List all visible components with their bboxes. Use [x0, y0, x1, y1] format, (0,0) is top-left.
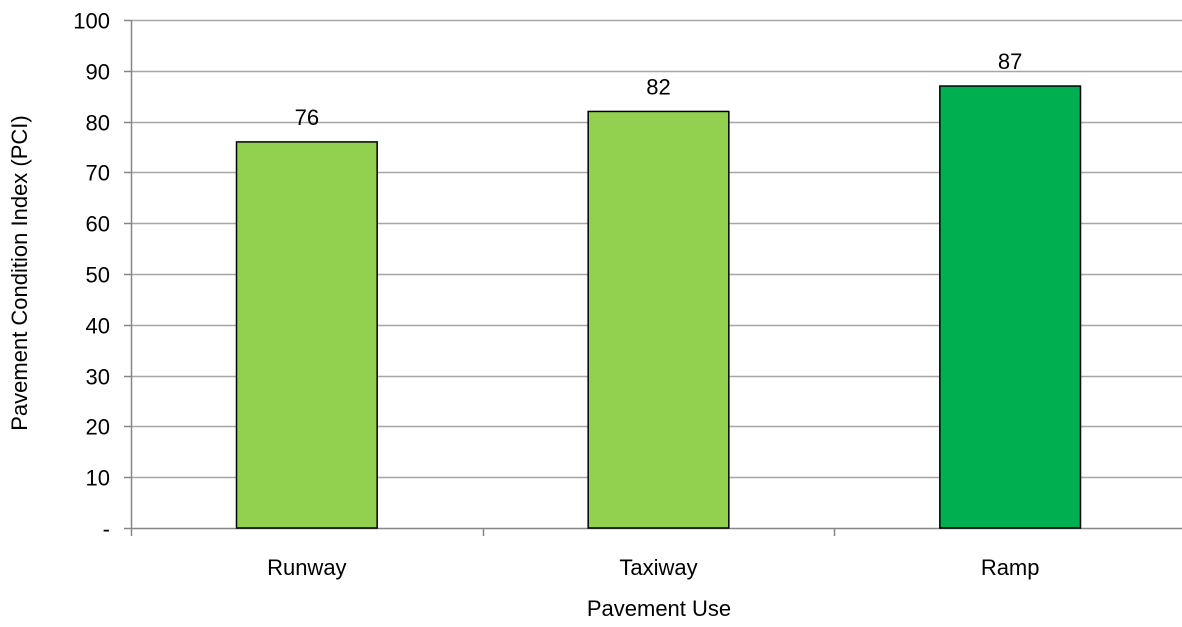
y-tick-label: 70 — [86, 161, 110, 186]
y-axis-title: Pavement Condition Index (PCI) — [7, 115, 32, 431]
x-axis-title: Pavement Use — [587, 596, 731, 621]
data-label-runway: 76 — [295, 105, 319, 130]
y-tick-label: 20 — [86, 415, 110, 440]
y-tick-label: 10 — [86, 466, 110, 491]
labels: - 10 20 30 40 50 60 70 80 90 100 76 Runway 82 Taxiway 8… — [73, 9, 1039, 581]
x-tick-label-taxiway: Taxiway — [619, 555, 697, 580]
y-tick-label: 90 — [86, 60, 110, 85]
y-tick-label: 40 — [86, 314, 110, 339]
bars — [235, 85, 1082, 529]
x-tick-label-ramp: Ramp — [981, 555, 1040, 580]
x-tick-label-runway: Runway — [267, 555, 346, 580]
y-tick-label: 60 — [86, 212, 110, 237]
y-tick-label: 80 — [86, 111, 110, 136]
data-label-taxiway: 82 — [646, 74, 670, 99]
data-label-ramp: 87 — [998, 49, 1022, 74]
bar-ramp — [939, 85, 1082, 529]
bar-taxiway — [587, 110, 730, 529]
bar-runway — [235, 141, 378, 529]
y-tick-label: 100 — [73, 9, 110, 34]
y-tick-label: 30 — [86, 365, 110, 390]
y-tick-label: - — [103, 517, 110, 542]
y-tick-label: 50 — [86, 263, 110, 288]
